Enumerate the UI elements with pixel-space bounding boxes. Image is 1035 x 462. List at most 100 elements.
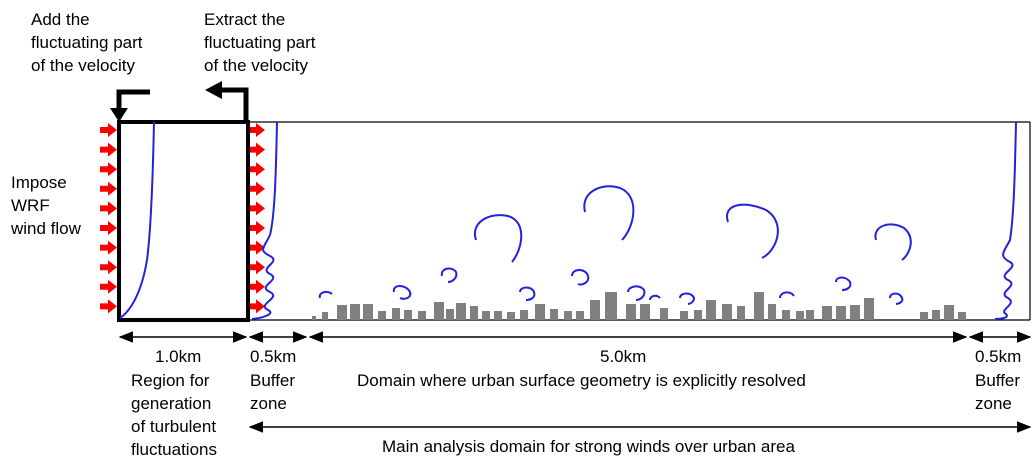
building (392, 308, 400, 320)
building (350, 304, 360, 320)
building (944, 305, 954, 320)
inflow-arrow (100, 279, 117, 294)
building (782, 310, 790, 320)
region-generation-label: Region for generation of turbulent fluct… (131, 371, 221, 459)
inflow-arrow (250, 279, 265, 294)
building (932, 310, 940, 320)
building (418, 311, 426, 320)
inflow-arrow (100, 123, 117, 137)
inflow-arrow (100, 260, 117, 275)
building (768, 304, 776, 320)
inflow-arrow (250, 260, 265, 275)
building (590, 300, 600, 320)
dist-buffer-right-label: 0.5km (975, 347, 1021, 366)
building (456, 303, 466, 320)
building (507, 312, 515, 320)
vortex (318, 290, 333, 299)
impose-wrf-label: Impose WRF wind flow (10, 173, 82, 238)
buffer-left-velocity-profile (251, 121, 278, 320)
building (680, 311, 688, 320)
inflow-arrow (250, 240, 265, 255)
building (836, 306, 846, 320)
vortex (679, 292, 696, 305)
vortex (571, 269, 590, 286)
building (754, 292, 764, 320)
vortex (649, 294, 661, 301)
building (520, 310, 528, 320)
buffer-right-velocity-profile (994, 121, 1017, 320)
building (737, 306, 745, 320)
building (640, 304, 650, 320)
inflow-arrow (100, 201, 117, 216)
building (404, 310, 412, 320)
vortex (835, 276, 852, 291)
building (958, 312, 966, 320)
inflow-arrow (250, 181, 265, 196)
building (535, 304, 545, 320)
inflow-velocity-profile (119, 121, 155, 319)
buffer-zone-left-label: Buffer zone (250, 371, 300, 413)
vortex (440, 267, 458, 283)
dist-main-label: 5.0km (600, 347, 646, 366)
building (626, 304, 636, 320)
inflow-arrow (100, 240, 117, 255)
building (722, 304, 732, 320)
building (864, 298, 874, 320)
add-fluctuation-arrow (110, 89, 150, 122)
inflow-arrow (250, 299, 265, 314)
domain-frame (248, 121, 1031, 321)
main-analysis-label: Main analysis domain for strong winds ov… (382, 437, 795, 456)
add-fluctuation-label: Add the fluctuating part of the velocity (31, 10, 147, 75)
building (470, 306, 478, 320)
building (660, 308, 668, 320)
vortex (583, 185, 635, 241)
building (550, 309, 558, 320)
urban-buildings (312, 292, 966, 320)
vortex (392, 285, 412, 300)
inflow-arrow (100, 221, 117, 235)
building (796, 311, 804, 320)
inflow-arrow (250, 221, 265, 235)
building (706, 300, 716, 320)
inflow-arrow (100, 162, 117, 177)
vortex (726, 203, 779, 259)
building (312, 316, 316, 320)
building (446, 309, 454, 320)
inflow-arrow (250, 162, 265, 177)
building (822, 306, 832, 320)
buffer-zone-right-label: Buffer zone (975, 371, 1025, 413)
dist-1km-label: 1.0km (155, 347, 201, 366)
vortex (874, 223, 912, 261)
dist-buffer-left-label: 0.5km (250, 347, 296, 366)
vortex (889, 292, 904, 305)
extract-fluctuation-label: Extract the fluctuating part of the velo… (204, 10, 320, 75)
building (378, 311, 386, 320)
building (322, 312, 328, 320)
building (337, 305, 347, 320)
extract-fluctuation-arrow (205, 81, 249, 122)
vortex (779, 291, 795, 299)
dimension-arrows (118, 331, 1032, 433)
wrf-inflow-arrows (100, 123, 265, 314)
building (806, 310, 814, 320)
vortex (519, 286, 536, 301)
building (850, 305, 860, 320)
building (363, 304, 373, 320)
building (576, 311, 584, 320)
inflow-arrow (100, 299, 117, 314)
building (694, 310, 702, 320)
building (564, 311, 572, 320)
inflow-arrow (250, 142, 265, 157)
building (920, 312, 928, 320)
building (434, 302, 444, 320)
urban-domain-label: Domain where urban surface geometry is e… (357, 371, 806, 390)
building (605, 292, 617, 320)
inflow-arrow (250, 123, 265, 137)
vortex (473, 214, 523, 263)
vortex (627, 285, 646, 301)
inflow-arrow (100, 142, 117, 157)
building (482, 311, 490, 320)
vortices (318, 185, 912, 305)
inflow-arrow (100, 181, 117, 196)
